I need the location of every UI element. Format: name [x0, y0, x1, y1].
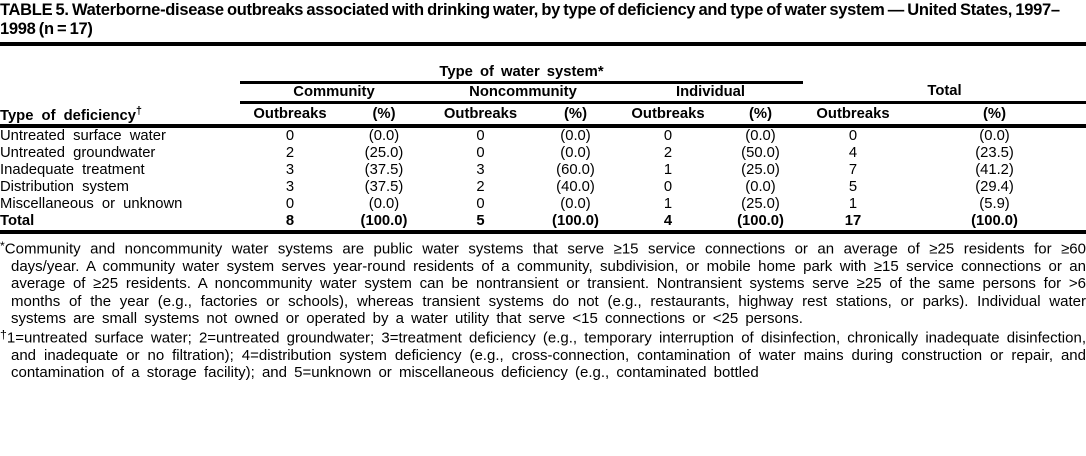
percent-cell: (0.0): [745, 179, 776, 196]
span-header-footnote-marker: *: [597, 64, 604, 80]
table-total-row: Total 8 (100.0) 5 (100.0) 4 (100.0) 17 (…: [0, 213, 1086, 235]
footnote-text: 1=untreated surface water; 2=untreated g…: [6, 329, 1086, 382]
outbreaks-cell: 1: [848, 196, 858, 213]
table-row: Inadequate treatment 3 (37.5) 3 (60.0) 1…: [0, 162, 1086, 179]
colhead-outbreaks-total: Outbreaks: [803, 102, 904, 129]
row-label: Untreated groundwater: [0, 145, 156, 162]
outbreaks-cell: 8: [240, 213, 340, 235]
footnote-text: Community and noncommunity water systems…: [4, 240, 1086, 328]
title-rule: [0, 42, 1086, 46]
percent-cell: (0.0): [368, 196, 400, 213]
table-row: Untreated groundwater 2 (25.0) 0 (0.0) 2…: [0, 145, 1086, 162]
group-header-noncommunity: Noncommunity: [428, 82, 618, 104]
span-header-row: Type of water system*: [0, 64, 1086, 84]
outbreaks-cell: 3: [476, 162, 485, 179]
span-header-cell: Type of water system*: [240, 64, 804, 84]
colhead-pct-individual: (%): [718, 102, 804, 129]
percent-cell: (0.0): [560, 196, 591, 213]
percent-cell: (0.0): [560, 128, 591, 145]
outbreaks-cell: 0: [663, 128, 673, 145]
percent-cell: (29.4): [975, 179, 1014, 196]
percent-cell: (60.0): [556, 162, 595, 179]
outbreaks-cell: 7: [848, 162, 858, 179]
outbreaks-cell: 5: [428, 213, 533, 235]
group-header-individual: Individual: [618, 82, 804, 104]
percent-cell: (25.0): [741, 196, 780, 213]
outbreaks-cell: 0: [663, 179, 673, 196]
percent-cell: (100.0): [340, 213, 428, 235]
percent-cell: (40.0): [556, 179, 595, 196]
footnote-deficiency: †1=untreated surface water; 2=untreated …: [0, 327, 1086, 381]
row-header-label: Type of deficiency: [0, 107, 136, 124]
percent-cell: (5.9): [979, 196, 1010, 213]
footnote-marker-asterisk: *: [0, 239, 5, 254]
outbreaks-cell: 17: [803, 213, 904, 235]
span-header-right-spacer: [803, 64, 1086, 83]
outbreaks-cell: 0: [476, 196, 485, 213]
colhead-outbreaks-community: Outbreaks: [240, 102, 340, 129]
group-header-spacer: [0, 83, 240, 103]
outbreaks-cell: 3: [285, 179, 295, 196]
row-label: Miscellaneous or unknown: [0, 196, 183, 213]
row-label: Untreated surface water: [0, 128, 166, 145]
row-label: Total: [0, 213, 240, 235]
span-header-spacer: [0, 64, 240, 83]
footnote-marker-dagger: †: [0, 328, 7, 343]
footnotes-block: *Community and noncommunity water system…: [0, 238, 1086, 381]
percent-cell: (41.2): [975, 162, 1014, 179]
colhead-pct-total: (%): [903, 102, 1086, 129]
percent-cell: (100.0): [718, 213, 804, 235]
row-header-cell: Type of deficiency†: [0, 102, 240, 129]
row-label: Inadequate treatment: [0, 162, 145, 179]
outbreaks-cell: 4: [618, 213, 718, 235]
outbreaks-cell: 0: [476, 128, 485, 145]
group-header-community: Community: [240, 82, 428, 104]
colhead-pct-community: (%): [340, 102, 428, 129]
percent-cell: (37.5): [364, 162, 404, 179]
percent-cell: (25.0): [364, 145, 404, 162]
percent-cell: (37.5): [364, 179, 404, 196]
table-row: Distribution system 3 (37.5) 2 (40.0) 0 …: [0, 179, 1086, 196]
outbreaks-cell: 2: [285, 145, 295, 162]
outbreaks-cell: 2: [663, 145, 673, 162]
colhead-outbreaks-individual: Outbreaks: [618, 102, 718, 129]
row-label: Distribution system: [0, 179, 129, 196]
outbreaks-cell: 3: [285, 162, 295, 179]
colhead-outbreaks-noncommunity: Outbreaks: [428, 102, 533, 129]
percent-cell: (0.0): [368, 128, 400, 145]
span-header-label: Type of water system: [439, 64, 598, 80]
outbreaks-cell: 4: [848, 145, 858, 162]
outbreaks-cell: 0: [848, 128, 858, 145]
table-row: Untreated surface water 0 (0.0) 0 (0.0) …: [0, 126, 1086, 145]
outbreaks-cell: 1: [663, 162, 673, 179]
group-header-row: Community Noncommunity Individual Total: [0, 82, 1086, 104]
outbreaks-cell: 1: [663, 196, 673, 213]
percent-cell: (23.5): [975, 145, 1014, 162]
outbreaks-cell: 0: [476, 145, 485, 162]
percent-cell: (100.0): [903, 213, 1086, 235]
colhead-pct-noncommunity: (%): [533, 102, 618, 129]
outbreaks-table: Type of water system* Community Noncommu…: [0, 64, 1086, 235]
percent-cell: (100.0): [533, 213, 618, 235]
percent-cell: (50.0): [741, 145, 780, 162]
group-header-total: Total: [803, 82, 1086, 104]
percent-cell: (25.0): [741, 162, 780, 179]
percent-cell: (0.0): [979, 128, 1010, 145]
outbreaks-cell: 0: [285, 128, 295, 145]
outbreaks-cell: 2: [476, 179, 485, 196]
column-header-row: Type of deficiency† Outbreaks (%) Outbre…: [0, 102, 1086, 129]
footnote-water-system: *Community and noncommunity water system…: [0, 238, 1086, 327]
table-title: TABLE 5. Waterborne-disease outbreaks as…: [0, 1, 1060, 38]
outbreaks-cell: 0: [285, 196, 295, 213]
percent-cell: (0.0): [745, 128, 776, 145]
table-row: Miscellaneous or unknown 0 (0.0) 0 (0.0)…: [0, 196, 1086, 213]
percent-cell: (0.0): [560, 145, 591, 162]
outbreaks-cell: 5: [848, 179, 858, 196]
row-header-footnote-marker: †: [136, 104, 142, 117]
